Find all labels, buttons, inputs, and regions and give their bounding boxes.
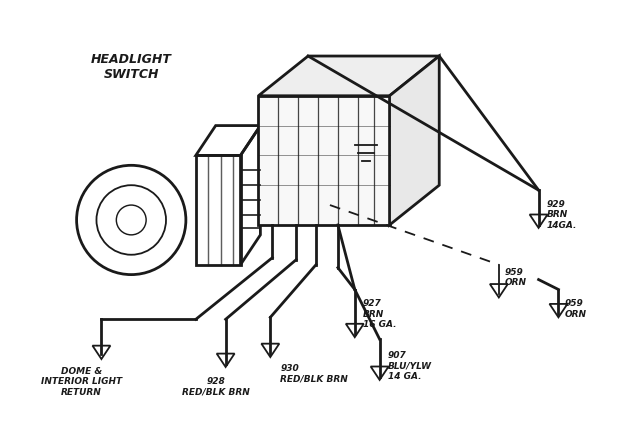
Text: 927
BRN
16 GA.: 927 BRN 16 GA. (363, 299, 396, 329)
Text: DOME &
INTERIOR LIGHT
RETURN: DOME & INTERIOR LIGHT RETURN (41, 367, 122, 397)
Text: 959
ORN: 959 ORN (505, 268, 527, 287)
Polygon shape (390, 56, 439, 225)
Text: 907
BLU/YLW
14 GA.: 907 BLU/YLW 14 GA. (388, 351, 431, 381)
Text: 929
BRN
14GA.: 929 BRN 14GA. (546, 200, 577, 230)
Text: 959
ORN: 959 ORN (564, 299, 586, 319)
Text: 928
RED/BLK BRN: 928 RED/BLK BRN (182, 377, 250, 396)
Text: HEADLIGHT
SWITCH: HEADLIGHT SWITCH (91, 53, 171, 81)
Polygon shape (259, 96, 390, 225)
Text: 930
RED/BLK BRN: 930 RED/BLK BRN (281, 364, 348, 384)
Polygon shape (259, 56, 439, 96)
